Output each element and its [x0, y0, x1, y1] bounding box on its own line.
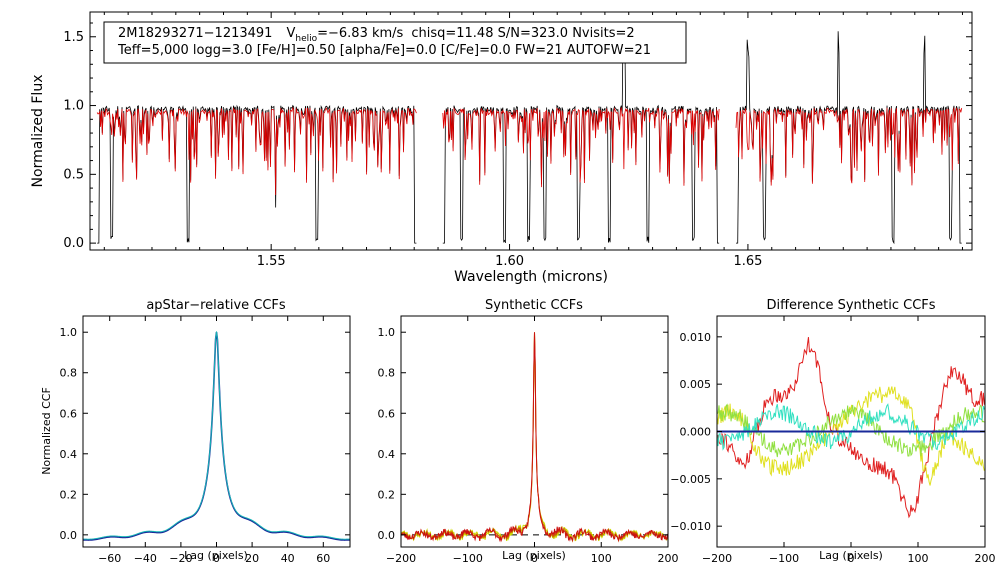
synthetic-ccf-panel: Synthetic CCFs −200 −100 0 100 200 0.0 0.2 0.4 0…: [378, 298, 679, 565]
apstar-ccf-ytick-label: 1.0: [60, 326, 78, 339]
apstar-ccf-xtick-label: −40: [134, 552, 157, 565]
apstar-ccf-line: [82, 331, 351, 540]
difference-ccf-title: Difference Synthetic CCFs: [766, 298, 935, 313]
info-box: 2M18293271−1213491 Vhelio=−6.83 km/s chisq…: [103, 21, 687, 64]
difference-ccf-xtick-label: 0: [848, 552, 855, 565]
apstar-ccf-ytick-label: 0.2: [60, 488, 78, 501]
synthetic-ccf-ytick-label: 0.6: [378, 407, 396, 420]
synthetic-spectrum-line: [96, 106, 417, 195]
synthetic-ccf-ytick-label: 0.8: [378, 367, 396, 380]
spectrum-xtick-label: 1.60: [495, 254, 524, 269]
synthetic-ccf-line: [400, 332, 669, 543]
synthetic-ccf-plot-area: [400, 332, 669, 543]
observed-spectrum-line: [97, 104, 417, 244]
spectrum-ytick-label: 1.5: [63, 30, 84, 45]
synthetic-ccf-xlabel: Lag (pixels): [502, 549, 566, 562]
spectrum-ytick-label: 0.0: [63, 236, 84, 251]
synthetic-ccf-xtick-label: 200: [658, 552, 679, 565]
info-line-1: 2M18293271−1213491 Vhelio=−6.83 km/s chisq…: [118, 26, 635, 44]
spectrum-frame: [89, 11, 973, 251]
synthetic-ccf-xtick-label: 0: [531, 552, 538, 565]
apstar-ccf-ytick-label: 0.6: [60, 407, 78, 420]
spectrum-xtick-label: 1.55: [257, 254, 286, 269]
difference-ccf-yellow-line: [716, 386, 985, 486]
synthetic-ccf-ticks: −200 −100 0 100 200 0.0 0.2 0.4 0.6 0.8 1.0: [378, 316, 679, 565]
apstar-ccf-xtick-label: 60: [316, 552, 330, 565]
v-value: =−6.83 km/s: [317, 26, 403, 41]
synthetic-ccf-ytick-label: 1.0: [378, 326, 396, 339]
difference-ccf-xtick-label: 200: [975, 552, 996, 565]
difference-ccf-green-line: [716, 403, 985, 458]
difference-ccf-panel: Difference Synthetic CCFs −200 −100 0 100 20…: [670, 298, 995, 565]
synthetic-spectrum-line: [735, 107, 963, 186]
synthetic-ccf-ytick-label: 0.4: [378, 448, 396, 461]
difference-ccf-plot-area: [716, 337, 985, 519]
v-subscript: helio: [295, 34, 317, 44]
difference-ccf-ticks: −200 −100 0 100 200 −0.010 −0.005 0.000 0.005 0.0…: [670, 316, 996, 565]
synthetic-ccf-ytick-label: 0.0: [378, 529, 396, 542]
apstar-ccf-xtick-label: 0: [213, 552, 220, 565]
spectrum-ytick-label: 0.5: [63, 167, 84, 182]
difference-ccf-xtick-label: −200: [702, 552, 732, 565]
apstar-ccf-xtick-label: −20: [169, 552, 192, 565]
apstar-ccf-ytick-label: 0.0: [60, 529, 78, 542]
apstar-ccf-ylabel: Normalized CCF: [40, 387, 53, 475]
synthetic-ccf-ytick-label: 0.2: [378, 488, 396, 501]
difference-ccf-xtick-label: 100: [908, 552, 929, 565]
synthetic-ccf-line: [400, 332, 669, 542]
apstar-ccf-frame: [82, 315, 351, 548]
synthetic-ccf-xtick-label: −100: [453, 552, 483, 565]
difference-ccf-cyan-line: [716, 403, 985, 451]
apstar-ccf-ticks: −60 −40 −20 0 20 40 60 0.0 0.2 0.4 0.6 0.8 1.0: [60, 316, 350, 565]
spectrum-xlabel: Wavelength (microns): [454, 269, 608, 285]
apstar-ccf-title: apStar−relative CCFs: [146, 298, 286, 313]
apstar-ccf-xtick-label: 20: [245, 552, 259, 565]
spectrum-ytick-label: 1.0: [63, 99, 84, 114]
apstar-ccf-plot-area: [82, 331, 351, 541]
info-stats: chisq=11.48 S/N=323.0 Nvisits=2: [411, 26, 634, 41]
difference-ccf-ytick-label: 0.000: [680, 426, 712, 439]
spectrum-panel: 1.55 1.60 1.65 0.0 0.5 1.0 1.5 Wavelength (mic…: [30, 11, 973, 285]
apstar-ccf-line: [82, 332, 351, 541]
apstar-ccf-xtick-label: 40: [281, 552, 295, 565]
apstar-ccf-xtick-label: −60: [98, 552, 121, 565]
synthetic-spectrum-line: [442, 107, 720, 188]
apstar-ccf-ytick-label: 0.4: [60, 448, 78, 461]
difference-ccf-red-line: [716, 337, 985, 519]
difference-ccf-ytick-label: −0.005: [670, 473, 711, 486]
spectrum-ylabel: Normalized Flux: [30, 75, 46, 188]
apstar-ccf-xlabel: Lag (pixels): [184, 549, 248, 562]
apstar-ccf-panel: apStar−relative CCFs −60 −40 −20 0 20 40 60 0.0…: [40, 298, 351, 565]
synthetic-ccf-xtick-label: 100: [591, 552, 612, 565]
difference-ccf-ytick-label: 0.010: [680, 331, 712, 344]
difference-ccf-ytick-label: 0.005: [680, 378, 712, 391]
spectrum-xtick-label: 1.65: [733, 254, 762, 269]
info-line-2: Teff=5,000 logg=3.0 [Fe/H]=0.50 [alpha/F…: [117, 43, 651, 58]
synthetic-ccf-line: [400, 332, 669, 543]
difference-ccf-xtick-label: −100: [769, 552, 799, 565]
difference-ccf-xlabel: Lag (pixels): [819, 549, 883, 562]
spectrum-ticks: 1.55 1.60 1.65 0.0 0.5 1.0 1.5: [63, 12, 972, 269]
difference-ccf-ytick-label: −0.010: [670, 520, 711, 533]
apstar-ccf-ytick-label: 0.8: [60, 367, 78, 380]
star-id: 2M18293271−1213491: [118, 26, 272, 41]
synthetic-ccf-title: Synthetic CCFs: [485, 298, 583, 313]
spectrum-plot-area: [96, 23, 963, 245]
synthetic-ccf-xtick-label: −200: [386, 552, 416, 565]
info-box-border: [103, 21, 687, 64]
v-prefix: V: [286, 26, 295, 41]
